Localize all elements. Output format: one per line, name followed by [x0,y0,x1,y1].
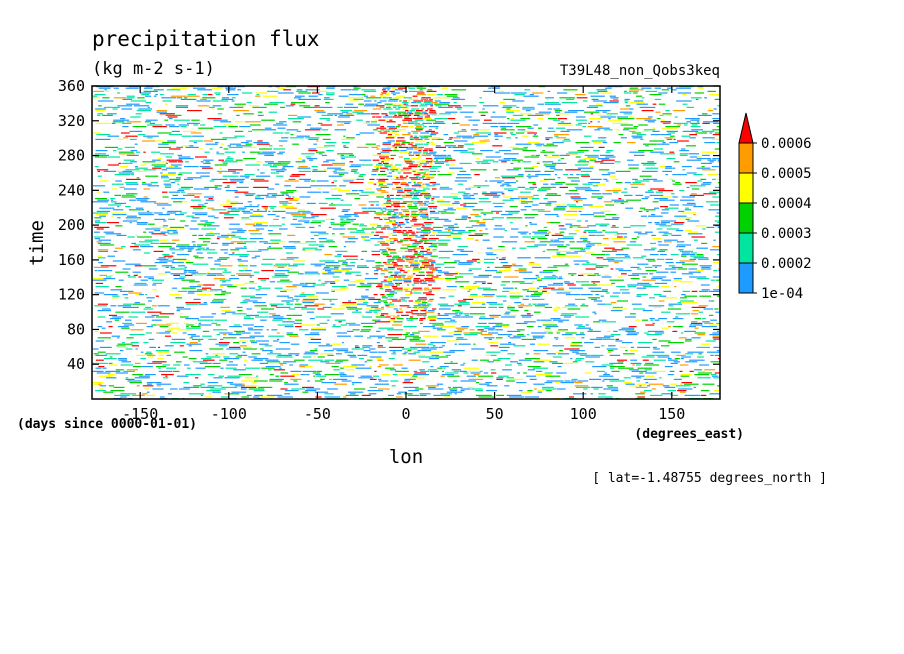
y-tick-label: 320 [58,112,85,130]
colorbar-label: 0.0003 [761,226,812,242]
x-tick-label: 0 [401,405,410,423]
colorbar-label: 0.0005 [761,166,812,182]
y-axis-label: time [26,220,48,266]
colorbar-label: 0.0002 [761,256,812,272]
y-axis: 40 80 120 160 200 240 280 320 360 [58,77,720,373]
x-tick-label: 100 [570,405,597,423]
y-tick-label: 120 [58,286,85,304]
colorbar-swatch [738,202,754,234]
y-tick-label: 40 [67,355,85,373]
heatmap-cells [92,86,720,399]
colorbar-swatch [738,262,754,294]
colorbar-label: 0.0006 [761,136,812,152]
y-tick-label: 200 [58,216,85,234]
run-label: T39L48_non_Qobs3keq [560,63,720,79]
x-axis: -150 -100 -50 0 50 100 150 [122,86,685,423]
y-tick-label: 80 [67,320,85,338]
colorbar-swatch [738,232,754,264]
x-tick-label: 150 [658,405,685,423]
colorbar-swatch [738,172,754,204]
y-tick-label: 160 [58,251,85,269]
y-axis-units: (days since 0000-01-01) [17,417,197,432]
colorbar-extend-arrow [738,112,754,144]
y-tick-label: 280 [58,147,85,165]
colorbar-label: 1e-04 [761,286,803,302]
chart-title: precipitation flux [92,27,320,51]
x-axis-label: lon [389,446,423,468]
chart-units: (kg m-2 s-1) [92,59,215,79]
x-tick-label: -50 [304,405,331,423]
slice-note: [ lat=-1.48755 degrees_north ] [592,471,827,486]
colorbar-swatch [738,142,754,174]
plot-area [92,86,720,399]
x-axis-units: (degrees_east) [634,427,744,442]
x-tick-label: -100 [211,405,247,423]
x-tick-label: 50 [486,405,504,423]
colorbar-label: 0.0004 [761,196,812,212]
x-tick-label: -150 [122,405,158,423]
y-tick-label: 240 [58,181,85,199]
colorbar-legend: 1e-04 0.0002 0.0003 0.0004 0.0005 0.0006 [738,112,812,302]
y-tick-label: 360 [58,77,85,95]
